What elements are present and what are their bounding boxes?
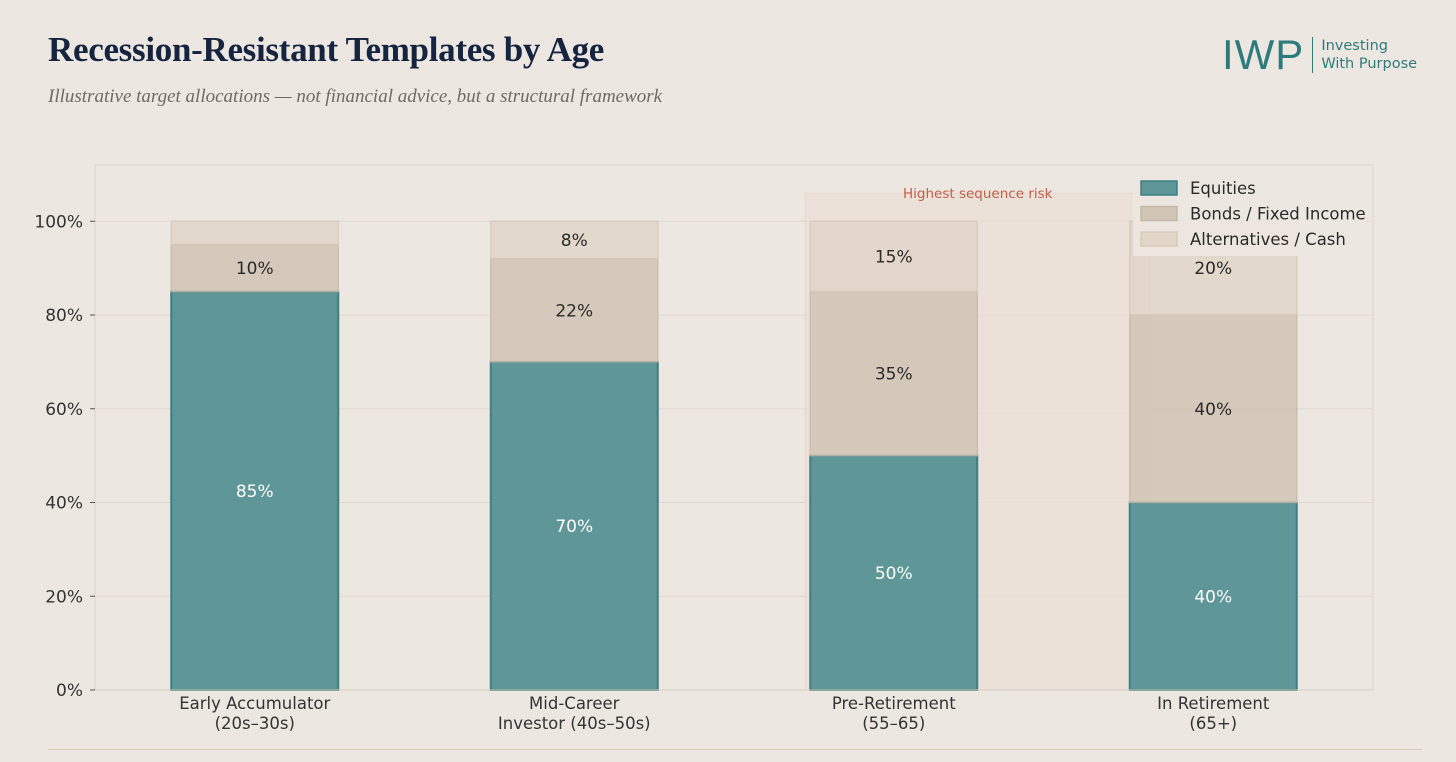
legend-label: Equities	[1190, 179, 1256, 198]
y-tick-label: 0%	[56, 681, 83, 701]
logo-mark: IWP	[1222, 31, 1305, 78]
bar-bonds-fixed-income-3	[1129, 314, 1298, 504]
bar-value-label: 20%	[1194, 259, 1232, 279]
x-category-label: Early Accumulator	[179, 694, 330, 713]
legend-label: Bonds / Fixed Income	[1190, 205, 1366, 224]
bar-value-label: 10%	[236, 259, 274, 279]
logo-divider	[1312, 37, 1314, 73]
legend-label: Alternatives / Cash	[1190, 230, 1346, 249]
x-category-label: (55–65)	[862, 714, 925, 733]
bar-equities-2	[809, 454, 979, 691]
bar-value-label: 35%	[875, 365, 913, 385]
logo-text: Investing With Purpose	[1321, 37, 1417, 73]
bar-alternatives-cash-0	[170, 220, 339, 246]
bar-alternatives-cash-1	[490, 220, 659, 260]
bar-value-label: 50%	[875, 564, 913, 584]
bar-value-label: 40%	[1194, 587, 1232, 607]
chart-title: Recession-Resistant Templates by Age	[48, 30, 605, 69]
legend-swatch	[1140, 205, 1178, 222]
y-tick-label: 60%	[45, 400, 83, 420]
bar-value-label: 70%	[555, 517, 593, 537]
bar-alternatives-cash-2	[809, 220, 978, 293]
x-category-label: Pre-Retirement	[832, 694, 956, 713]
legend-swatch	[1140, 180, 1178, 196]
bar-bonds-fixed-income-0	[170, 243, 339, 293]
bar-value-label: 22%	[555, 301, 593, 321]
brand-logo: IWP Investing With Purpose	[1222, 34, 1417, 76]
legend: Equities Bonds / Fixed Income Alternatives…	[1133, 172, 1367, 256]
x-category-label: (65+)	[1189, 714, 1237, 733]
y-tick-label: 40%	[45, 494, 83, 514]
bar-value-label: 40%	[1194, 400, 1232, 420]
bar-equities-3	[1128, 501, 1298, 691]
highlight-annotation: Highest sequence risk	[903, 186, 1053, 202]
bar-bonds-fixed-income-2	[809, 290, 978, 457]
y-tick-label: 80%	[45, 306, 83, 326]
logo-text-line1: Investing	[1321, 38, 1388, 54]
y-tick-label: 100%	[34, 212, 83, 232]
x-category-label: (20s–30s)	[215, 714, 295, 733]
logo-text-line2: With Purpose	[1321, 56, 1418, 72]
x-category-label: Mid-Career	[529, 694, 620, 713]
bar-equities-1	[489, 360, 659, 691]
legend-swatch	[1140, 231, 1178, 247]
footer-rule	[48, 749, 1422, 750]
x-category-label: In Retirement	[1157, 694, 1270, 713]
bar-value-label: 85%	[236, 482, 274, 502]
y-tick-label: 20%	[45, 587, 83, 607]
bar-equities-0	[170, 290, 340, 691]
chart-subtitle: Illustrative target allocations — not fi…	[48, 86, 663, 107]
x-category-label: Investor (40s–50s)	[498, 714, 651, 733]
bar-value-label: 15%	[875, 247, 913, 267]
bar-value-label: 8%	[561, 231, 588, 251]
